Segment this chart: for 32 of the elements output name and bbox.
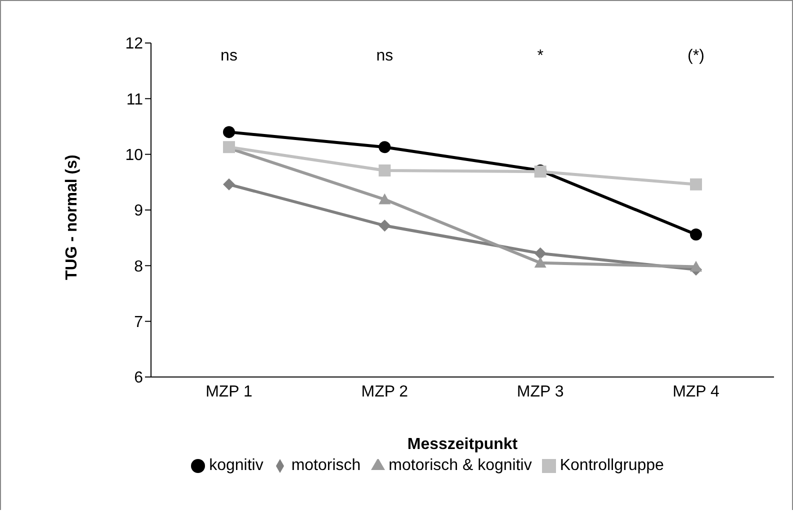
point	[690, 260, 702, 272]
point	[690, 228, 702, 240]
legend-label: Kontrollgruppe	[560, 457, 664, 474]
x-tick-label: MZP 4	[672, 383, 720, 400]
point	[690, 178, 702, 190]
y-tick-label: 6	[134, 370, 144, 387]
y-tick-label: 10	[125, 147, 144, 164]
y-tick-label: 9	[134, 202, 144, 220]
y-tick-label: 12	[125, 36, 144, 53]
point	[534, 247, 546, 260]
y-axis-title: TUG - normal (s)	[64, 154, 81, 280]
point	[223, 126, 235, 138]
legend-label: motorisch	[291, 457, 361, 474]
x-tick-label: MZP 2	[361, 383, 408, 400]
annotation: ns	[220, 47, 238, 64]
point	[378, 220, 391, 232]
annotation: ns	[376, 47, 394, 64]
x-tick-label: MZP 3	[516, 383, 564, 400]
point	[378, 164, 391, 176]
annotation: *	[537, 47, 544, 64]
legend-label: motorisch & kognitiv	[388, 457, 532, 474]
point	[378, 141, 391, 154]
y-tick-label: 7	[134, 314, 144, 332]
x-tick-label: MZP 1	[206, 383, 253, 400]
legend-label: kognitiv	[209, 457, 264, 474]
point	[378, 193, 391, 204]
annotation: (*)	[688, 47, 704, 64]
x-axis-title: Messzeitpunkt	[407, 436, 518, 453]
y-tick-label: 11	[126, 91, 144, 108]
y-tick-label: 8	[134, 258, 144, 276]
point	[223, 178, 235, 190]
point	[534, 256, 546, 268]
